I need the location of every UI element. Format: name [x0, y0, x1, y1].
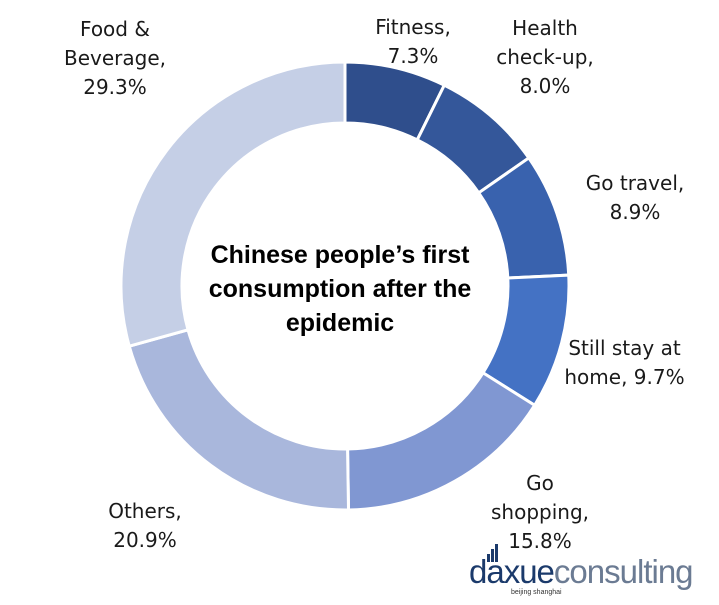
label-fitness: Fitness, 7.3%	[375, 15, 451, 68]
donut-slice-6	[119, 60, 347, 349]
brand-tagline: beijing shanghai	[511, 589, 562, 596]
brand-name-b: consulting	[553, 553, 694, 590]
bars-icon	[487, 543, 499, 562]
label-go-travel: Go travel, 8.9%	[585, 171, 685, 224]
label-health-check-up: Health check-up, 8.0%	[496, 16, 594, 98]
label-food-beverage: Food & Beverage, 29.3%	[63, 17, 166, 99]
brand-name: daxueconsulting	[469, 553, 694, 591]
label-go-shopping: Go shopping, 15.8%	[490, 471, 589, 553]
chart-title: Chinese people’s first consumption after…	[208, 241, 472, 337]
label-still-stay-at-home: Still stay at home, 9.7%	[564, 336, 685, 389]
label-others: Others, 20.9%	[108, 499, 182, 552]
brand-logo: daxueconsulting beijing shanghai	[469, 544, 699, 599]
brand-name-a: daxue	[469, 553, 555, 590]
donut-slice-5	[127, 327, 351, 512]
